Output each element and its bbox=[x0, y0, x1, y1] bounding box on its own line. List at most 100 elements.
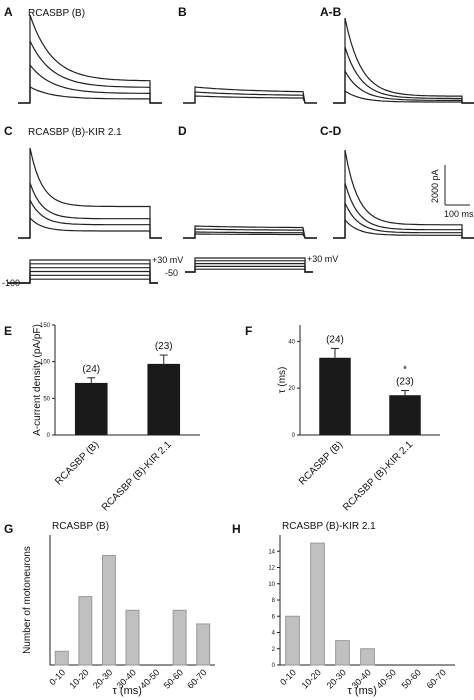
bar bbox=[147, 363, 181, 435]
panel-label: B bbox=[178, 5, 187, 19]
x-tick-label: RCASBP (B) bbox=[297, 439, 345, 487]
x-axis-label: τ (ms) bbox=[113, 685, 142, 697]
protocol-label: +30 mV bbox=[307, 254, 338, 264]
y-tick-label: 20 bbox=[288, 386, 295, 392]
current-trace bbox=[333, 68, 474, 104]
current-trace bbox=[183, 91, 317, 104]
panel-label: C-D bbox=[320, 124, 342, 138]
x-tick-label: RCASBP (B)-KIR 2.1 bbox=[341, 439, 415, 513]
current-trace bbox=[18, 216, 162, 239]
y-tick-label: 4 bbox=[272, 631, 276, 637]
y-tick-label: 10 bbox=[268, 582, 275, 588]
bar-label: (24) bbox=[82, 364, 100, 375]
panel-title: RCASBP (B)-KIR 2.1 bbox=[28, 127, 122, 138]
y-axis-label: A-current density (pA/pF) bbox=[32, 324, 43, 436]
x-tick-label: 50-60 bbox=[162, 667, 185, 690]
bar bbox=[196, 623, 211, 666]
y-tick-label: 6 bbox=[272, 614, 276, 620]
y-tick-label: 100 bbox=[40, 360, 51, 366]
current-trace bbox=[18, 199, 162, 239]
y-tick-label: 0 bbox=[272, 663, 276, 669]
current-trace bbox=[333, 218, 474, 239]
current-trace bbox=[18, 147, 162, 239]
current-trace bbox=[333, 46, 474, 104]
panel-label: D bbox=[178, 124, 187, 138]
x-tick-label: 0-10 bbox=[47, 667, 67, 687]
x-tick-label: 10-20 bbox=[300, 667, 323, 690]
panel-label: A-B bbox=[320, 5, 342, 19]
current-trace bbox=[333, 17, 474, 104]
bar bbox=[335, 640, 350, 666]
x-tick-label: 40-50 bbox=[375, 667, 398, 690]
current-trace bbox=[18, 63, 162, 104]
protocol-label: -50 bbox=[165, 268, 178, 278]
voltage-step bbox=[8, 278, 158, 284]
voltage-step bbox=[185, 257, 313, 273]
current-trace bbox=[183, 225, 317, 239]
panel-label: E bbox=[4, 324, 12, 338]
current-trace bbox=[18, 86, 162, 104]
panel-label: C bbox=[4, 124, 13, 138]
panel-label: F bbox=[245, 324, 252, 338]
bar-label: (24) bbox=[326, 334, 344, 345]
y-tick-label: 2 bbox=[272, 647, 276, 653]
chart-title: RCASBP (B) bbox=[52, 521, 109, 532]
x-tick-label: 0-10 bbox=[278, 667, 298, 687]
bar bbox=[360, 648, 375, 666]
y-tick-label: 0 bbox=[47, 433, 51, 439]
current-trace bbox=[18, 40, 162, 104]
protocol-label: +30 mV bbox=[152, 255, 183, 265]
panel-label: A bbox=[4, 5, 13, 19]
current-trace bbox=[183, 231, 317, 239]
x-axis-label: τ (ms) bbox=[348, 685, 377, 697]
x-tick-label: RCASBP (B)-KIR 2.1 bbox=[100, 439, 174, 513]
current-trace bbox=[333, 182, 474, 239]
y-axis-label: Number of motoneurons bbox=[22, 546, 33, 654]
current-trace bbox=[18, 14, 162, 104]
y-tick-label: 50 bbox=[43, 396, 50, 402]
bar bbox=[101, 555, 116, 666]
panel-title: RCASBP (B) bbox=[28, 8, 85, 19]
bar bbox=[285, 615, 300, 666]
bar bbox=[389, 395, 421, 435]
y-tick-label: 150 bbox=[40, 323, 51, 329]
y-tick-label: 8 bbox=[272, 598, 276, 604]
bar bbox=[54, 650, 69, 666]
current-trace bbox=[183, 95, 317, 104]
scale-label: 2000 pA bbox=[430, 169, 440, 203]
voltage-step bbox=[185, 268, 313, 273]
bar bbox=[172, 609, 187, 666]
current-trace bbox=[333, 149, 474, 239]
x-tick-label: 20-30 bbox=[91, 667, 114, 690]
x-tick-label: 60-70 bbox=[185, 667, 208, 690]
panel-label: H bbox=[232, 522, 241, 536]
y-tick-label: 0 bbox=[292, 433, 296, 439]
bar bbox=[125, 609, 140, 666]
current-trace bbox=[333, 89, 474, 104]
x-tick-label: 60-70 bbox=[425, 667, 448, 690]
x-tick-label: 40-50 bbox=[138, 667, 161, 690]
y-tick-label: 12 bbox=[268, 566, 275, 572]
significance-marker: * bbox=[403, 365, 407, 376]
bar bbox=[78, 596, 93, 666]
current-trace bbox=[183, 228, 317, 239]
bar bbox=[74, 382, 108, 435]
x-tick-label: RCASBP (B) bbox=[53, 439, 101, 487]
current-trace bbox=[333, 202, 474, 239]
scale-label: 100 ms bbox=[444, 209, 474, 219]
x-tick-label: 10-20 bbox=[67, 667, 90, 690]
y-tick-label: 40 bbox=[288, 339, 295, 345]
current-trace bbox=[18, 182, 162, 239]
bar bbox=[319, 357, 351, 435]
chart-title: RCASBP (B)-KIR 2.1 bbox=[282, 521, 376, 532]
voltage-step bbox=[185, 263, 313, 273]
bar-label: (23) bbox=[155, 341, 173, 352]
y-axis-label: τ (ms) bbox=[277, 367, 288, 394]
x-tick-label: 50-60 bbox=[400, 667, 423, 690]
current-trace bbox=[183, 86, 317, 104]
y-tick-label: 14 bbox=[268, 549, 275, 555]
x-tick-label: 20-30 bbox=[325, 667, 348, 690]
bar bbox=[310, 542, 325, 666]
bar-label: (23) bbox=[396, 377, 414, 388]
